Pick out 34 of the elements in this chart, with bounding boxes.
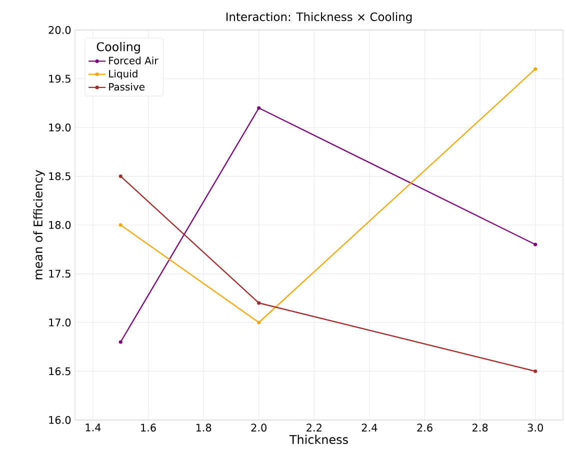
point <box>534 242 538 246</box>
y-tick-label: 17.0 <box>49 318 71 326</box>
point <box>534 67 538 71</box>
point <box>534 369 538 374</box>
legend-label: Forced Air <box>109 56 158 64</box>
y-tick-label: 18.0 <box>49 221 71 229</box>
x-tick-label: 1.6 <box>141 424 156 432</box>
legend-label: Passive <box>109 82 144 91</box>
y-tick-label: 19.5 <box>49 74 70 83</box>
legend-title: Cooling <box>96 42 140 54</box>
y-tick-label: 20.0 <box>48 26 71 34</box>
x-tick-label: 2.2 <box>306 424 322 432</box>
x-axis-title: Thickness <box>289 434 348 444</box>
point <box>257 320 261 324</box>
x-tick-label: 2.8 <box>472 424 488 432</box>
chart-title: Interaction: Thickness × Cooling <box>226 12 412 24</box>
y-tick-label: 19.0 <box>49 124 71 132</box>
point <box>257 301 261 305</box>
point <box>118 174 122 178</box>
y-tick-label: 16.0 <box>49 416 71 424</box>
x-tick-label: 2.4 <box>362 424 378 432</box>
x-tick-label: 1.8 <box>196 424 212 432</box>
y-tick-label: 17.5 <box>49 270 70 278</box>
x-tick-label: 2.0 <box>251 424 266 432</box>
y-axis-title: mean of Efficiency <box>33 170 45 280</box>
point <box>257 106 261 110</box>
x-tick-label: 3.0 <box>528 424 543 432</box>
x-tick-label: 1.4 <box>86 424 101 432</box>
x-tick-label: 2.6 <box>417 424 432 432</box>
y-tick-label: 18.5 <box>49 172 70 180</box>
point <box>118 340 122 344</box>
legend-label: Liquid <box>109 70 138 80</box>
y-tick-label: 16.5 <box>49 367 70 376</box>
point <box>118 223 122 227</box>
